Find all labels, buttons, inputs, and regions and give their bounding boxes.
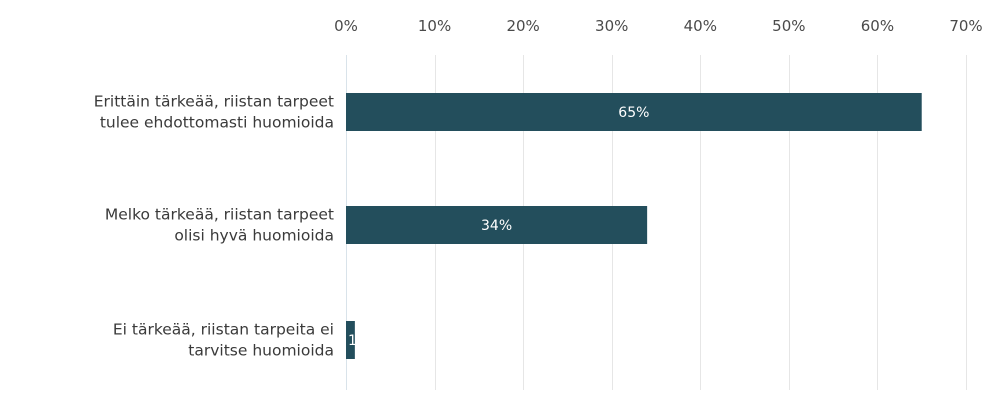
category-label: tulee ehdottomasti huomioida	[100, 114, 334, 132]
x-axis-ticks: 0% 10% 20% 30% 40% 50% 60% 70%	[334, 17, 983, 35]
category-label: tarvitse huomioida	[188, 342, 334, 360]
x-tick-label: 50%	[772, 17, 805, 35]
bar-data-label: 1	[348, 333, 357, 349]
bar	[346, 93, 922, 131]
x-tick-label: 60%	[861, 17, 894, 35]
bar	[346, 206, 648, 244]
bar-data-label: 65%	[618, 105, 649, 121]
x-tick-label: 70%	[949, 17, 982, 35]
x-tick-label: 0%	[334, 17, 358, 35]
category-labels: Erittäin tärkeää, riistan tarpeet tulee e…	[94, 93, 334, 360]
bar-data-label: 34%	[481, 218, 512, 234]
category-label: olisi hyvä huomioida	[174, 227, 334, 245]
category-label: Ei tärkeää, riistan tarpeita ei	[113, 321, 334, 339]
x-tick-label: 10%	[418, 17, 451, 35]
category-label: Melko tärkeää, riistan tarpeet	[105, 206, 334, 224]
category-label: Erittäin tärkeää, riistan tarpeet	[94, 93, 334, 111]
bar	[346, 321, 355, 359]
x-tick-label: 40%	[684, 17, 717, 35]
bars: 65% 34% 1	[346, 93, 922, 359]
x-tick-label: 20%	[506, 17, 539, 35]
x-tick-label: 30%	[595, 17, 628, 35]
